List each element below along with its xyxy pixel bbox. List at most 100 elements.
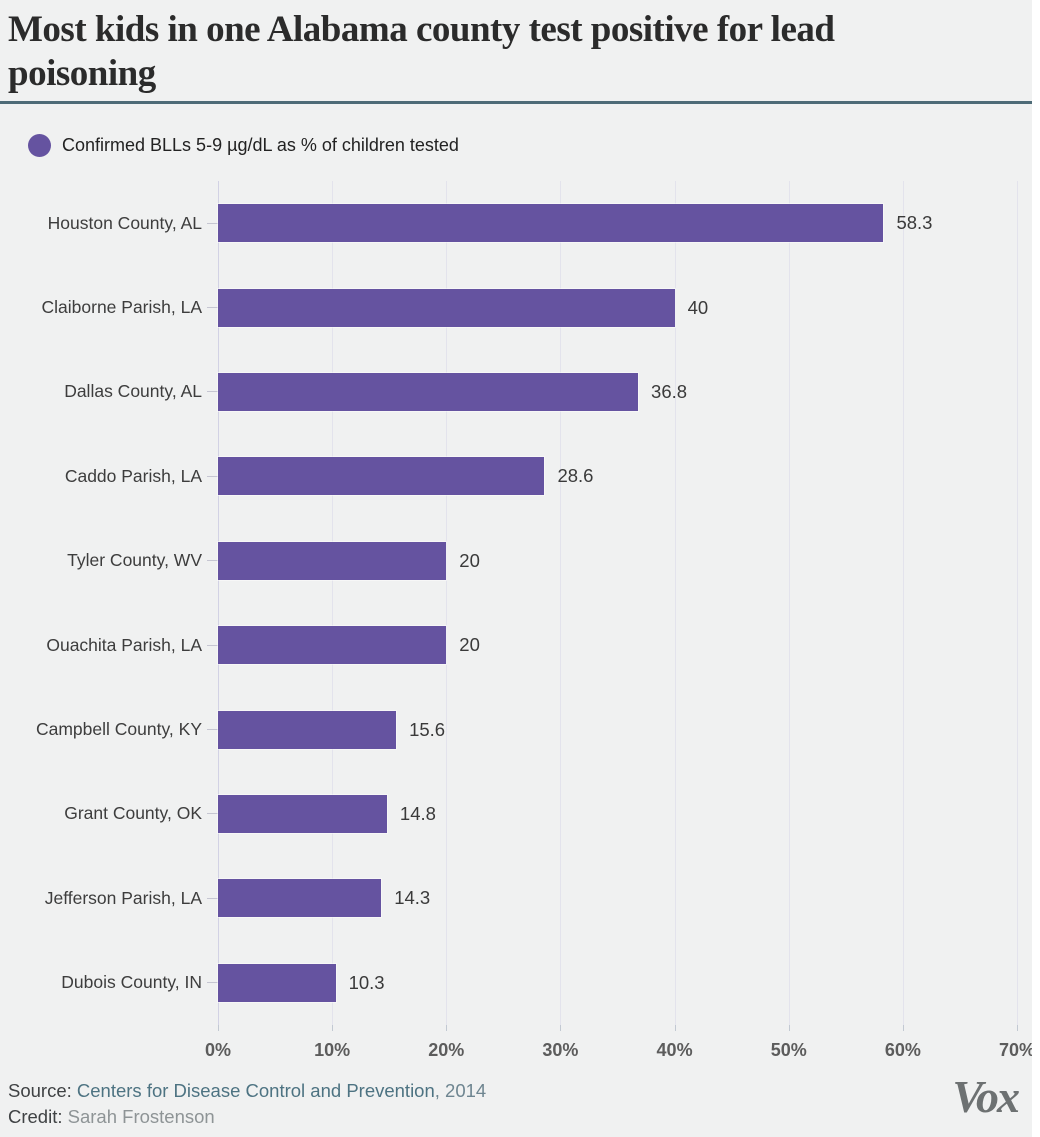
value-label: 28.6	[557, 465, 594, 487]
axis-tick-label: 0%	[204, 1040, 232, 1060]
bar-row: Grant County, OK 14.8	[0, 772, 1032, 856]
category-label: Dallas County, AL	[64, 381, 202, 402]
value-label: 20	[459, 634, 480, 656]
category-label: Caddo Parish, LA	[64, 465, 202, 486]
category-label-cell: Houston County, AL	[0, 213, 218, 234]
bar-row: Ouachita Parish, LA 20	[0, 603, 1032, 687]
axis-ticks	[218, 1025, 1018, 1031]
bar-chart: Houston County, AL 58.3 Claiborne Parish…	[0, 181, 1032, 1025]
gridline	[1017, 181, 1018, 1025]
bar-track: 58.3	[218, 204, 1017, 243]
label-leader-line	[207, 813, 218, 815]
bar-row: Claiborne Parish, LA 40	[0, 265, 1032, 349]
bar-row: Dubois County, IN 10.3	[0, 941, 1032, 1025]
legend: Confirmed BLLs 5-9 µg/dL as % of childre…	[28, 134, 1032, 157]
category-label: Houston County, AL	[47, 212, 202, 233]
credit-label: Credit:	[8, 1106, 63, 1127]
label-leader-line	[207, 307, 218, 309]
gridline	[218, 181, 219, 1025]
category-label: Tyler County, WV	[67, 550, 202, 571]
axis-tick-label: 10%	[314, 1040, 351, 1060]
axis-tick	[446, 1025, 448, 1031]
axis-tick	[1017, 1025, 1018, 1031]
axis-tick	[788, 1025, 790, 1031]
axis-tick-label: 50%	[770, 1040, 807, 1060]
category-label-cell: Dallas County, AL	[0, 381, 218, 402]
category-label: Dubois County, IN	[61, 972, 202, 993]
value-label: 58.3	[896, 212, 933, 234]
category-label: Ouachita Parish, LA	[46, 634, 202, 655]
label-leader-line	[207, 475, 218, 477]
source-year: , 2014	[434, 1080, 487, 1101]
bar-track: 36.8	[218, 372, 1017, 411]
axis-labels: 0% 10% 20% 30% 40% 50% 60% 70%	[205, 1040, 1032, 1062]
category-label-cell: Caddo Parish, LA	[0, 466, 218, 487]
credit-line: Credit: Sarah Frostenson	[8, 1104, 1022, 1130]
gridlines	[218, 181, 1018, 1025]
legend-label: Confirmed BLLs 5-9 µg/dL as % of childre…	[62, 135, 459, 155]
bar	[218, 288, 675, 327]
label-leader-line	[207, 729, 218, 731]
label-leader-line	[207, 982, 218, 984]
source-label: Source:	[8, 1080, 72, 1101]
bar-track: 14.3	[218, 879, 1017, 918]
axis-tick	[332, 1025, 334, 1031]
category-label-cell: Ouachita Parish, LA	[0, 635, 218, 656]
value-label: 40	[687, 296, 709, 318]
chart-rows: Houston County, AL 58.3 Claiborne Parish…	[0, 181, 1032, 1025]
bar	[218, 963, 336, 1002]
bar	[218, 794, 387, 833]
category-label: Claiborne Parish, LA	[41, 297, 203, 318]
category-label: Grant County, OK	[64, 803, 202, 824]
label-leader-line	[207, 222, 218, 224]
gridline	[902, 181, 904, 1025]
bar	[218, 457, 545, 496]
axis-tick	[218, 1025, 219, 1031]
category-label-cell: Dubois County, IN	[0, 972, 218, 993]
bar	[218, 710, 397, 749]
bar	[218, 541, 447, 580]
value-label: 14.8	[399, 802, 436, 824]
category-label-cell: Grant County, OK	[0, 803, 218, 824]
footer: Source: Centers for Disease Control and …	[8, 1071, 1022, 1130]
bar-track: 20	[218, 541, 1017, 580]
category-label-cell: Claiborne Parish, LA	[0, 297, 218, 318]
category-label-cell: Tyler County, WV	[0, 550, 218, 571]
header-rule	[0, 101, 1032, 104]
axis-tick	[902, 1025, 904, 1031]
bar-track: 20	[218, 626, 1017, 665]
value-label: 15.6	[409, 718, 446, 740]
axis-tick-label: 70%	[998, 1040, 1032, 1060]
gridline	[674, 181, 676, 1025]
credit-name: Sarah Frostenson	[67, 1106, 215, 1127]
page-title: Most kids in one Alabama county test pos…	[8, 9, 835, 94]
bar-track: 28.6	[218, 457, 1017, 496]
axis-tick	[560, 1025, 562, 1031]
category-label: Campbell County, KY	[35, 719, 202, 740]
bar	[218, 372, 639, 411]
bar	[218, 626, 447, 665]
category-label-cell: Campbell County, KY	[0, 719, 218, 740]
label-leader-line	[207, 391, 218, 393]
axis-tick-label: 40%	[656, 1040, 693, 1060]
source-link[interactable]: Centers for Disease Control and Preventi…	[76, 1080, 435, 1101]
bar	[218, 204, 884, 243]
bar	[218, 879, 382, 918]
category-label-cell: Jefferson Parish, LA	[0, 888, 218, 909]
bar-track: 15.6	[218, 710, 1017, 749]
gridline	[332, 181, 334, 1025]
gridline	[560, 181, 562, 1025]
axis-tick-label: 20%	[428, 1040, 465, 1060]
legend-swatch-icon	[28, 134, 51, 157]
bar-row: Campbell County, KY 15.6	[0, 687, 1032, 771]
value-label: 14.3	[394, 887, 431, 909]
bar-track: 40	[218, 288, 1017, 327]
bar-track: 10.3	[218, 963, 1017, 1002]
bar-row: Jefferson Parish, LA 14.3	[0, 856, 1032, 940]
axis-tick-label: 60%	[884, 1040, 921, 1060]
bar-track: 14.8	[218, 794, 1017, 833]
label-leader-line	[207, 560, 218, 562]
value-label: 36.8	[651, 380, 688, 402]
